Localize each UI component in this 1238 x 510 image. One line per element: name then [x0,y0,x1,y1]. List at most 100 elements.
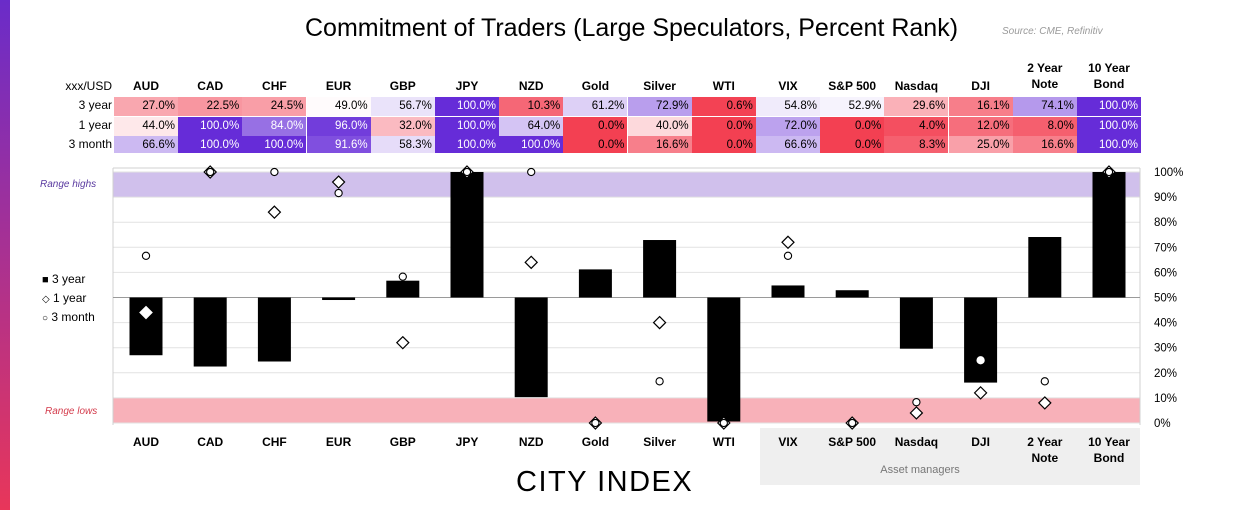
column-header-line: CHF [262,79,287,93]
bar-3-year [1092,172,1126,298]
table-cell: 0.0% [563,136,628,153]
table-cell: 100.0% [242,136,307,153]
marker-1-year [395,335,410,350]
table-column-header: CAD [178,78,242,94]
marker-3-month [334,188,343,198]
table-cell: 74.1% [1012,97,1077,116]
marker-3-month [141,251,151,260]
table-cell: 27.0% [114,97,178,116]
bar-3-year [578,269,612,298]
table-cell: 10.3% [499,97,564,116]
y-tick-label: 10% [1154,393,1177,405]
bar-3-year [707,297,741,422]
bar-3-year [193,297,227,367]
bar-3-year [322,297,356,301]
table-column-header: NZD [499,78,563,94]
column-header-line: Bond [1093,77,1125,91]
asset-managers-label: Asset managers [880,464,960,476]
x-axis-label: NZD [519,435,544,449]
marker-1-year [781,235,795,250]
table-row-label: 3 month [68,137,112,151]
table-cell: 66.6% [756,136,820,153]
bar-3-year [899,297,933,349]
table-cell: 0.0% [691,136,756,153]
table-column-header: VIX [756,78,820,94]
y-tick-label: 80% [1154,217,1177,229]
x-axis-label: GBP [390,435,416,449]
marker-1-year [524,255,539,270]
table-column-header: WTI [692,78,756,94]
column-header-line: Silver [643,79,676,93]
table-cell: 72.9% [627,97,692,116]
column-header-line: GBP [389,79,416,93]
y-tick-label: 20% [1154,368,1177,380]
marker-1-year [652,315,667,330]
table-cell: 16.6% [1012,136,1077,153]
brand-sidebar-strip [0,0,10,510]
column-header-line: S&P 500 [828,79,877,93]
table-cell: 58.3% [370,136,435,153]
marker-3-month [848,418,857,428]
marker-3-month [783,251,793,260]
marker-1-year [909,406,924,420]
table-cell: 96.0% [306,117,371,136]
table-cell: 0.0% [563,117,628,136]
table-cell: 64.0% [499,117,564,136]
marker-3-month [206,167,215,177]
marker-3-month [398,272,407,281]
column-header-line: NZD [518,79,544,93]
table-cell: 4.0% [884,117,949,136]
marker-3-month [1040,377,1049,386]
table-cell: 54.8% [756,97,820,116]
x-axis-label: Note [1031,451,1058,465]
table-cell: 100.0% [178,117,243,136]
legend-1-year: ◇ 1 year [42,291,87,305]
range-lows-band [113,397,1140,423]
bar-3-year [1028,237,1062,298]
column-header-line: WTI [712,79,735,93]
table-column-header: 10 Year Bond [1077,60,1141,92]
marker-3-month [1104,167,1114,177]
x-axis-label: 10 Year [1088,435,1130,449]
x-axis-label: JPY [456,435,479,449]
table-column-header: S&P 500 [820,78,884,94]
table-cell: 100.0% [435,136,499,153]
table-row-label: 3 year [78,98,112,112]
x-axis-label: VIX [778,435,797,449]
bar-3-year [386,280,420,298]
y-tick-label: 100% [1154,167,1183,179]
legend-3-year: ■ 3 year [42,272,86,286]
table-column-header: JPY [435,78,499,94]
column-header-line: Gold [581,79,610,93]
column-header-line: Nasdaq [894,79,939,93]
table-cell: 29.6% [884,97,949,116]
x-axis-label: CAD [197,435,223,449]
table-cell: 100.0% [435,117,499,136]
column-header-line: 2 Year [1027,61,1063,75]
marker-3-month [655,377,664,386]
table-column-header: 2 Year Note [1013,60,1077,92]
y-tick-label: 60% [1154,267,1177,279]
table-cell: 84.0% [242,117,307,136]
column-header-line: JPY [455,79,479,93]
y-tick-label: 50% [1154,293,1177,305]
x-axis-label: Gold [582,435,609,449]
legend-3-month: ○ 3 month [42,310,95,324]
column-header-line: Note [1031,77,1059,91]
y-tick-label: 70% [1154,242,1177,254]
table-column-header: CHF [242,78,306,94]
bar-3-year [771,285,805,298]
marker-3-month [719,418,728,428]
table-row-label: 1 year [78,118,112,132]
table-cell: 91.6% [306,136,371,153]
asset-managers-group-background [760,428,1140,485]
x-axis-label: S&P 500 [828,435,876,449]
y-tick-label: 90% [1154,192,1177,204]
table-cell: 24.5% [242,97,307,116]
bar-3-year [835,290,869,298]
x-axis-label: Nasdaq [895,435,938,449]
table-cell: 16.1% [948,97,1013,116]
table-cell: 40.0% [627,117,692,136]
table-cell: 56.7% [370,97,435,116]
